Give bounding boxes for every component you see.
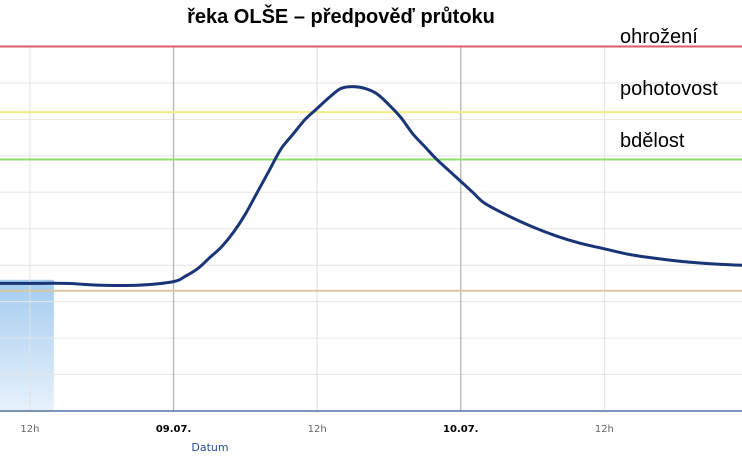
x-tick-label: 12h bbox=[20, 424, 39, 435]
series-line-0 bbox=[0, 85, 742, 288]
x-tick-label: 09.07. bbox=[156, 424, 191, 435]
threshold-label: bdělost bbox=[620, 130, 685, 152]
x-axis-label: Datum bbox=[191, 441, 228, 454]
x-tick-label: 12h bbox=[308, 424, 327, 435]
threshold-label: pohotovost bbox=[620, 78, 718, 100]
history-band bbox=[0, 279, 54, 411]
threshold-label: ohrožení bbox=[620, 26, 698, 48]
x-tick-label: 10.07. bbox=[443, 424, 478, 435]
x-tick-label: 12h bbox=[595, 424, 614, 435]
chart-title: řeka OLŠE – předpověď průtoku bbox=[187, 4, 495, 28]
